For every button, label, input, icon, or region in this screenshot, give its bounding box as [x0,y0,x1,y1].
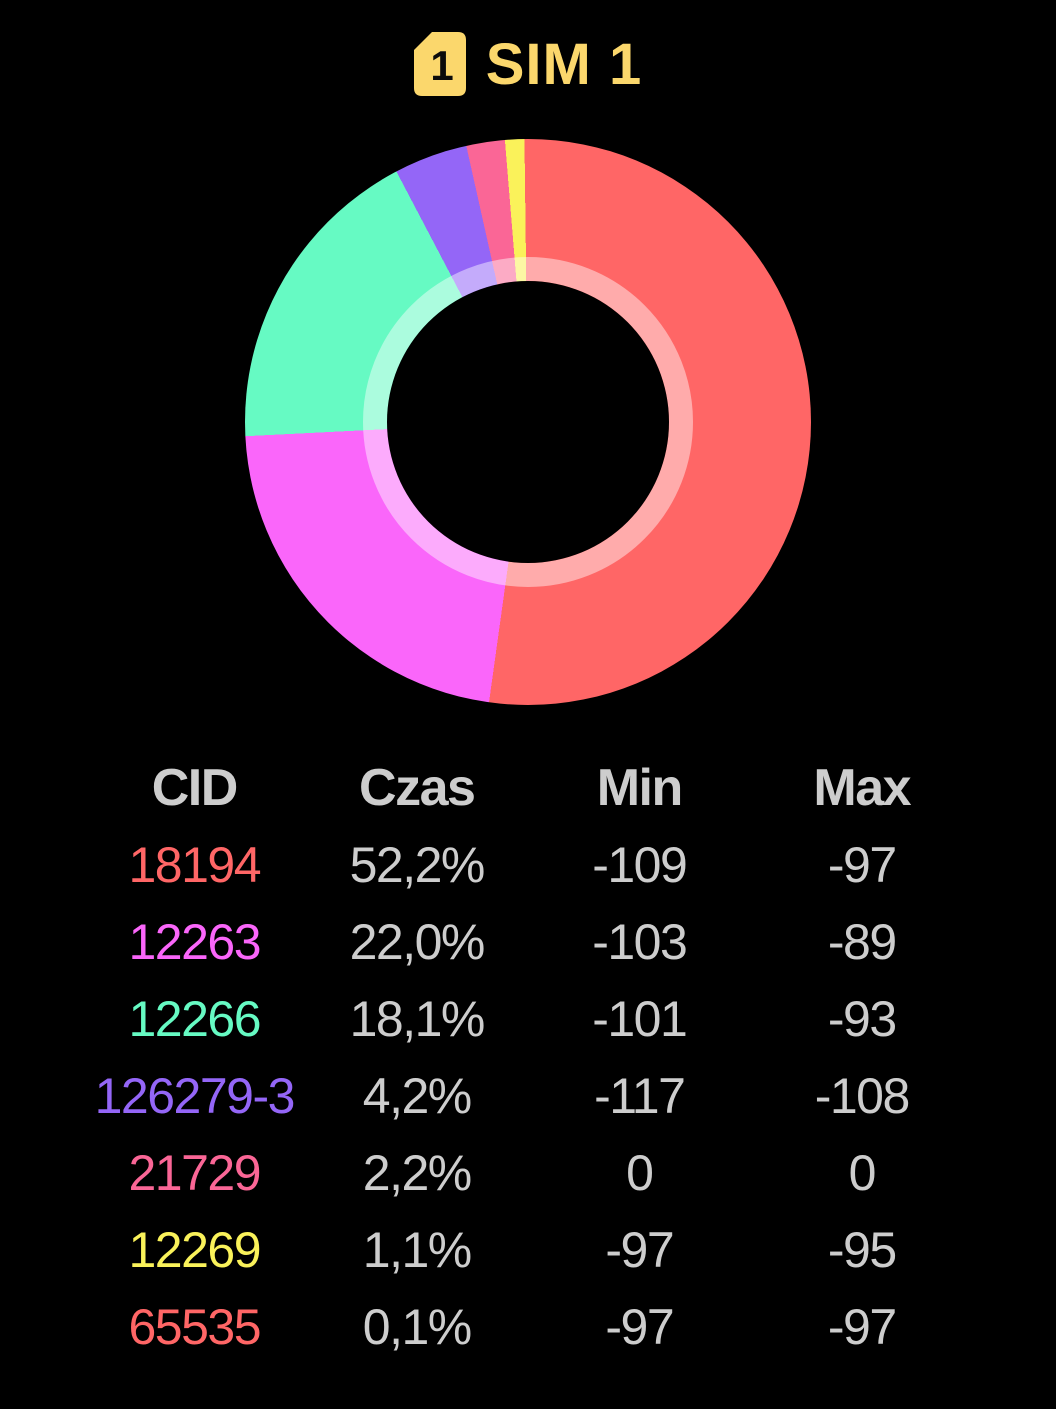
column-header-max: Max [813,758,911,817]
cell-cid: 126279-3 [94,1067,296,1124]
cell-stats-table: CID Czas Min Max 18194 52,2% -109 -97 12263 2… [83,749,973,1365]
table-row: 21729 2,2% 0 0 [83,1134,973,1211]
cell-czas: 2,2% [362,1144,472,1201]
cell-min: -103 [592,913,688,970]
cell-cid: 12266 [128,990,261,1047]
donut-chart-container [245,139,811,705]
cell-czas: 52,2% [349,836,486,893]
table-row: 126279-3 4,2% -117 -108 [83,1057,973,1134]
cell-min: -101 [592,990,688,1047]
cell-czas: 22,0% [349,913,486,970]
sim-card-icon: 1 [413,32,466,96]
cell-min: -117 [594,1067,686,1124]
cell-max: -93 [827,990,897,1047]
column-header-cid: CID [151,758,239,817]
cell-cid: 21729 [128,1144,261,1201]
cell-min: -109 [592,836,688,893]
table-body: 18194 52,2% -109 -97 12263 22,0% -103 -89 12266 1… [83,826,973,1365]
table-row: 12266 18,1% -101 -93 [83,980,973,1057]
cell-cid: 12263 [128,913,261,970]
table-header-row: CID Czas Min Max [83,749,973,826]
page-title: SIM 1 [485,31,643,97]
cell-min: 0 [626,1144,654,1201]
table-row: 12263 22,0% -103 -89 [83,903,973,980]
cell-max: -89 [827,913,897,970]
cell-max: 0 [848,1144,877,1201]
table-row: 65535 0,1% -97 -97 [83,1288,973,1365]
cell-max: -108 [814,1067,911,1124]
cell-min: -97 [605,1298,674,1355]
cell-min: -97 [605,1221,674,1278]
table-row: 12269 1,1% -97 -95 [83,1211,973,1288]
cell-max: -97 [827,836,897,893]
cell-czas: 4,2% [362,1067,472,1124]
cell-cid: 12269 [128,1221,261,1278]
cell-cid: 18194 [128,836,261,893]
page-header: 1 SIM 1 [0,0,1056,100]
cell-max: -97 [827,1298,897,1355]
cell-czas: 1,1% [362,1221,472,1278]
donut-hole [387,281,669,563]
sim-icon-digit: 1 [430,42,453,89]
cell-cid: 65535 [128,1298,261,1355]
cell-max: -95 [827,1221,897,1278]
cell-czas: 18,1% [349,990,486,1047]
column-header-czas: Czas [359,758,476,817]
cell-czas: 0,1% [362,1298,472,1355]
column-header-min: Min [596,758,684,817]
table-row: 18194 52,2% -109 -97 [83,826,973,903]
